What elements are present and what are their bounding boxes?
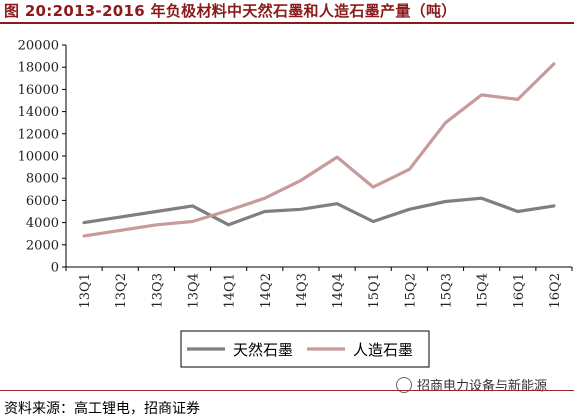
- x-tick-label: 14Q2: [259, 273, 274, 308]
- y-tick-label: 14000: [18, 105, 59, 120]
- y-tick-label: 12000: [18, 127, 59, 142]
- x-tick-label: 14Q4: [331, 273, 346, 308]
- y-tick-label: 6000: [26, 194, 59, 209]
- x-tick-label: 15Q3: [440, 273, 455, 308]
- y-tick-label: 0: [51, 261, 59, 276]
- y-tick-label: 10000: [18, 150, 59, 165]
- x-tick-label: 13Q1: [78, 273, 93, 308]
- title-rule: [0, 22, 574, 24]
- x-tick-label: 13Q2: [114, 273, 129, 308]
- y-tick-label: 2000: [26, 238, 59, 253]
- y-tick-label: 20000: [18, 39, 59, 54]
- y-tick-label: 4000: [26, 216, 59, 231]
- y-tick-label: 16000: [18, 83, 59, 98]
- x-tick-label: 14Q3: [295, 273, 310, 308]
- x-tick-label: 13Q4: [187, 273, 202, 308]
- y-tick-label: 18000: [18, 61, 59, 76]
- x-tick-label: 14Q1: [223, 273, 238, 308]
- x-tick-label: 16Q1: [512, 273, 527, 308]
- watermark-text: 招商电力设备与新能源: [417, 379, 548, 394]
- x-tick-label: 15Q4: [476, 273, 491, 308]
- legend: 天然石墨 人造石墨: [180, 330, 430, 368]
- legend-label-1: 天然石墨: [233, 341, 293, 359]
- figure-title: 图 20:2013-2016 年负极材料中天然石墨和人造石墨产量（吨）: [4, 2, 457, 20]
- x-tick-label: 13Q3: [150, 273, 165, 308]
- x-tick-label: 15Q2: [403, 273, 418, 308]
- series-line-1: [82, 196, 556, 227]
- source-note: 资料来源：高工锂电，招商证券: [4, 401, 200, 417]
- x-tick-label: 15Q1: [367, 273, 382, 308]
- y-tick-label: 8000: [26, 172, 59, 187]
- watermark: 招商电力设备与新能源: [396, 375, 547, 394]
- bottom-rule: [0, 390, 574, 391]
- series-line-2: [82, 62, 556, 238]
- legend-label-2: 人造石墨: [353, 341, 413, 359]
- x-tick-label: 16Q2: [548, 273, 563, 308]
- wechat-icon: [396, 377, 412, 393]
